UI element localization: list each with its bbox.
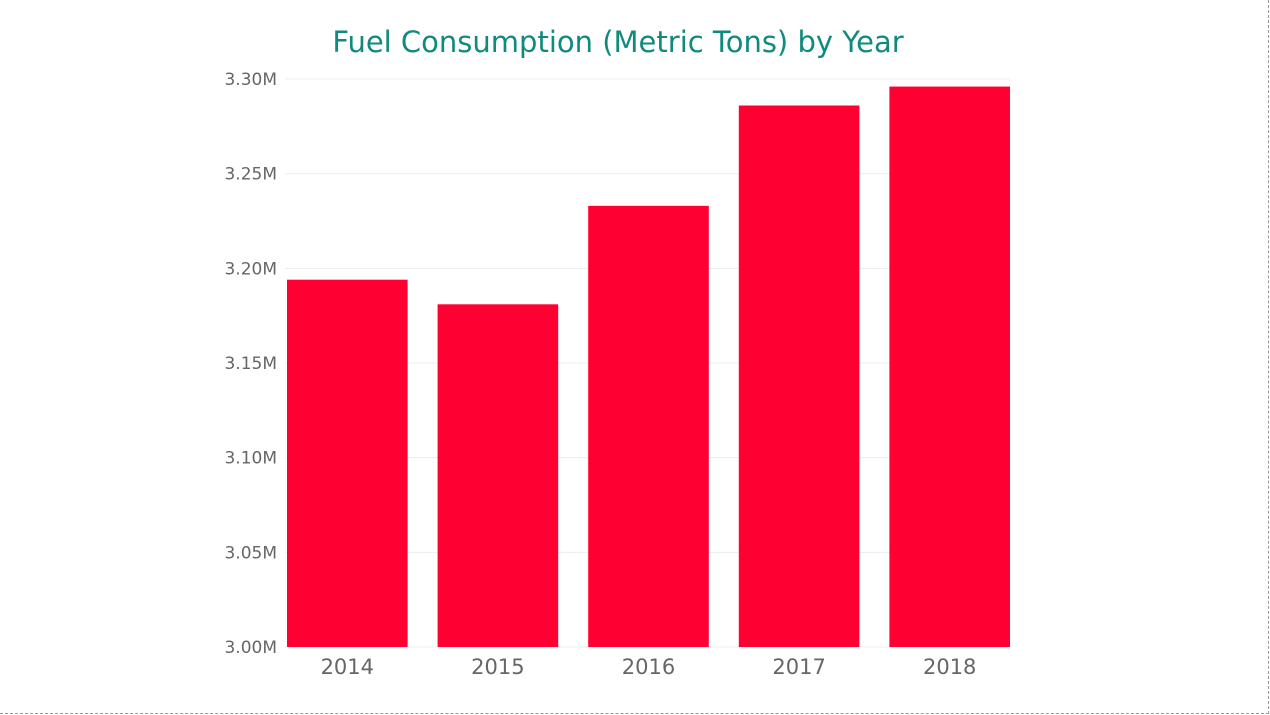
bar-2016[interactable]	[588, 205, 709, 647]
bar-2015[interactable]	[437, 304, 559, 647]
bar-2014[interactable]	[287, 279, 408, 647]
x-tick-label: 2018	[923, 655, 976, 679]
y-tick-label: 3.20M	[224, 259, 277, 279]
y-tick-label: 3.30M	[224, 70, 277, 90]
chart-title: Fuel Consumption (Metric Tons) by Year	[332, 25, 903, 59]
y-tick-label: 3.10M	[224, 449, 277, 469]
bars	[287, 86, 1010, 648]
bar-2018[interactable]	[889, 86, 1010, 647]
y-tick-label: 3.25M	[224, 165, 277, 185]
y-tick-label: 3.05M	[224, 543, 277, 563]
bar-2017[interactable]	[738, 105, 860, 648]
x-tick-label: 2015	[471, 655, 524, 679]
y-tick-label: 3.00M	[224, 638, 277, 658]
y-tick-label: 3.15M	[224, 354, 277, 374]
y-axis-ticks: 3.00M 3.05M 3.10M 3.15M 3.20M 3.25M 3.30M	[224, 70, 277, 658]
x-tick-label: 2017	[772, 655, 825, 679]
x-axis-ticks: 2014 2015 2016 2017 2018	[321, 655, 977, 679]
x-tick-label: 2014	[321, 655, 374, 679]
x-tick-label: 2016	[622, 655, 675, 679]
